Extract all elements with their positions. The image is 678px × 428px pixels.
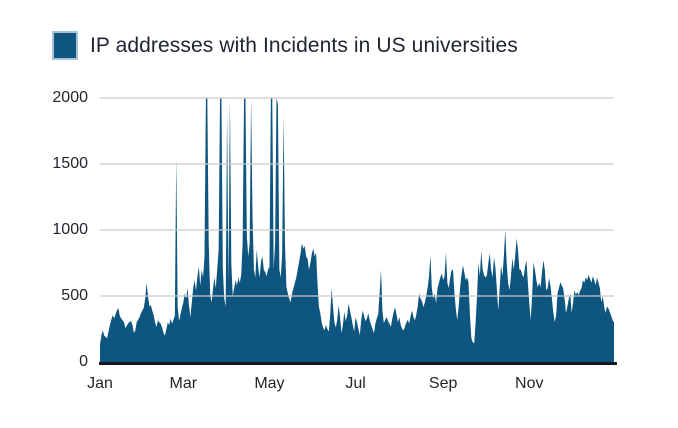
y-tick-label: 500 xyxy=(61,287,88,304)
x-tick-label: Sep xyxy=(428,375,458,392)
legend-swatch xyxy=(52,31,78,60)
x-tick-label: Jul xyxy=(345,375,366,392)
x-tick-label: Nov xyxy=(515,375,544,392)
x-tick-label: May xyxy=(254,375,285,392)
legend-label: IP addresses with Incidents in US univer… xyxy=(90,33,518,57)
y-tick-label: 2000 xyxy=(52,89,88,106)
y-tick-label: 0 xyxy=(79,353,88,370)
legend: IP addresses with Incidents in US univer… xyxy=(52,31,518,60)
y-tick-label: 1500 xyxy=(52,155,88,172)
x-tick-label: Jan xyxy=(87,375,113,392)
x-tick-label: Mar xyxy=(169,375,198,392)
y-tick-label: 1000 xyxy=(52,221,88,238)
